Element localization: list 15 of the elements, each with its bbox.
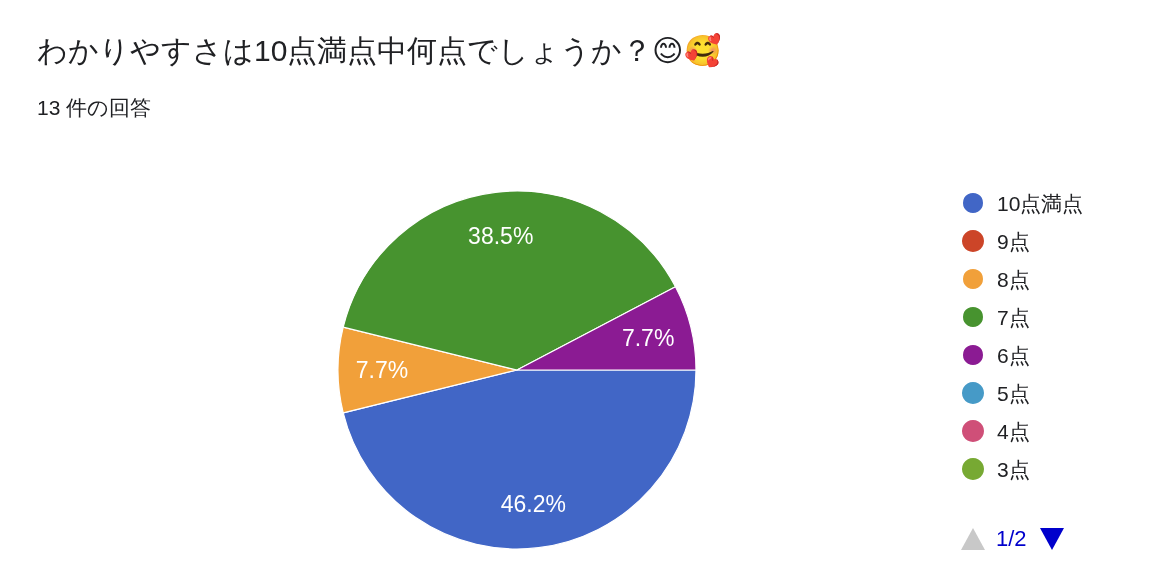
legend-label: 6点 — [997, 343, 1030, 367]
data-label: 7.7% — [355, 357, 409, 383]
legend-label: 8点 — [997, 267, 1030, 291]
data-label: 46.2% — [500, 491, 566, 518]
data-label: 38.5% — [468, 222, 534, 249]
legend-label: 3点 — [997, 457, 1030, 481]
data-label: 7.7% — [621, 324, 675, 351]
legend-label: 4点 — [997, 419, 1030, 443]
legend-label: 9点 — [997, 229, 1030, 253]
text: 13 件の回答 — [37, 95, 152, 119]
legend-label: 10点満点 — [997, 191, 1084, 215]
chart-title: わかりやすさは10点満点中何点でしょうか？😊🥰 — [37, 31, 721, 68]
legend-label: 5点 — [997, 381, 1030, 405]
legend-label: 7点 — [997, 305, 1030, 329]
text: 1/2 — [996, 526, 1027, 551]
